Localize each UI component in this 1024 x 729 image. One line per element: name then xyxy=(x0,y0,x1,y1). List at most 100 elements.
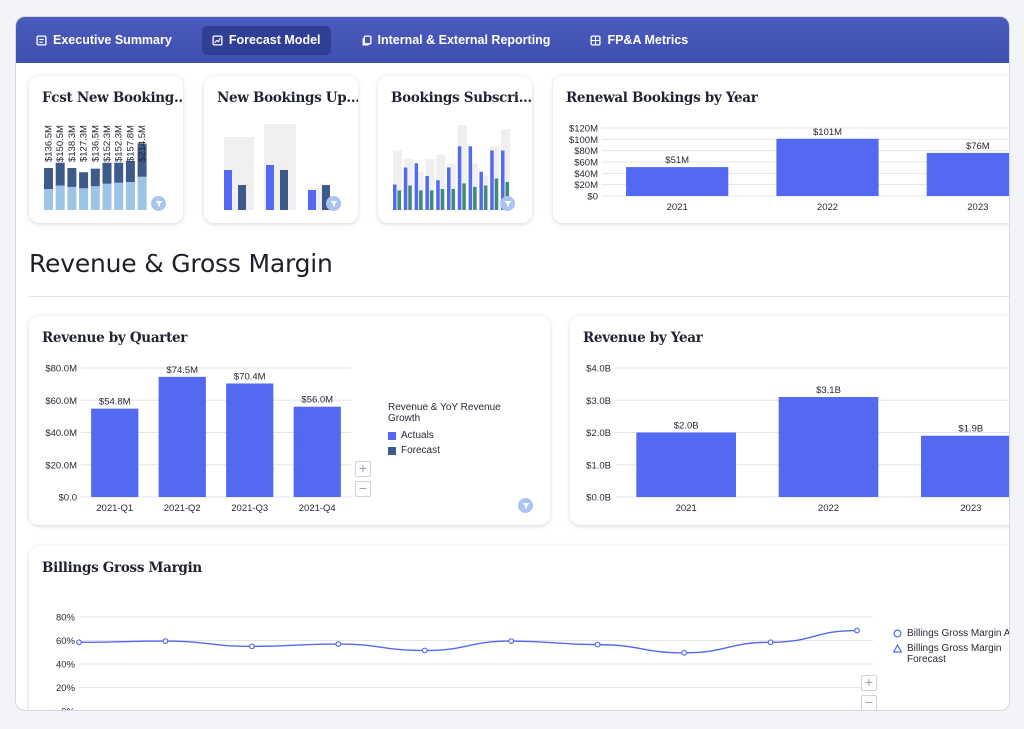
bar-segment-light xyxy=(137,176,147,210)
bar-secondary xyxy=(429,190,434,210)
card-bookings-subscription[interactable]: Bookings Subscri... xyxy=(378,76,532,223)
x-tick-label: 2021-Q2 xyxy=(164,503,201,514)
legend-label: Billings Gross Margin Ac xyxy=(907,628,1010,639)
bar-secondary xyxy=(397,190,401,210)
tab-executive-summary[interactable]: Executive Summary xyxy=(26,26,182,55)
data-point xyxy=(421,647,428,654)
x-tick-label: 2021-Q4 xyxy=(299,503,336,514)
y-tick-label: $1.0B xyxy=(586,460,611,471)
legend-item-forecast[interactable]: Forecast xyxy=(388,445,518,456)
filter-button[interactable] xyxy=(151,196,166,211)
y-tick-label: $60M xyxy=(574,158,598,169)
bar-value-label: $54.8M xyxy=(99,397,131,408)
card-title: New Bookings Up... xyxy=(217,90,358,106)
y-tick-label: $2.0B xyxy=(586,428,611,439)
tab-label: Executive Summary xyxy=(53,33,172,47)
bar-primary xyxy=(447,167,451,210)
legend-label: Actuals xyxy=(401,430,434,441)
legend-swatch xyxy=(388,447,396,455)
card-title: Billings Gross Margin xyxy=(42,560,202,576)
bar-segment-dark xyxy=(90,168,100,187)
card-new-bookings-up[interactable]: New Bookings Up... xyxy=(204,76,358,223)
data-point xyxy=(508,638,515,644)
y-tick-label: $0.0B xyxy=(586,493,611,504)
zoom-out-button[interactable]: − xyxy=(861,695,877,710)
y-tick-label: $60.0M xyxy=(45,396,77,407)
tab-internal-external-reporting[interactable]: Internal & External Reporting xyxy=(351,26,561,55)
bar-value-label: $1.9B xyxy=(958,424,983,435)
bar-primary xyxy=(425,176,429,210)
bar-value-label: $51M xyxy=(665,155,689,166)
bar-segment-light xyxy=(114,182,124,210)
background-bar xyxy=(479,176,489,210)
card-revenue-by-year[interactable]: Revenue by Year $0.0B $1.0B $2.0B $3.0B $4.0… xyxy=(570,316,1009,525)
bar-value-label: $101M xyxy=(813,127,842,138)
bar-secondary xyxy=(494,178,499,210)
data-point xyxy=(335,641,342,647)
filter-button[interactable] xyxy=(518,498,533,513)
zoom-out-button[interactable]: − xyxy=(355,481,371,497)
bar-secondary xyxy=(473,186,477,210)
series-line xyxy=(78,629,858,654)
background-bar xyxy=(501,129,510,210)
data-point xyxy=(854,627,860,634)
bar xyxy=(308,190,316,210)
x-tick-label: 2023 xyxy=(960,503,981,514)
card-fcst-new-bookings[interactable]: Fcst New Booking... $136.5M $150.5M $138.3… xyxy=(29,76,183,223)
section-divider xyxy=(29,296,1009,297)
bar-value-label: $138.3M xyxy=(67,125,78,162)
bar-value-label: $136.5M xyxy=(90,125,101,162)
y-tick-label: $20.0M xyxy=(45,460,77,471)
copy-icon xyxy=(362,34,372,46)
card-title: Revenue by Quarter xyxy=(42,330,188,346)
x-tick-label: 2021-Q3 xyxy=(231,503,268,514)
y-tick-label: 40% xyxy=(56,660,76,671)
filter-button[interactable] xyxy=(500,196,515,211)
bar-secondary xyxy=(483,185,488,210)
bar-segment-dark xyxy=(55,162,65,186)
top-nav: Executive Summary Forecast Model Interna… xyxy=(16,17,1009,63)
background-bar xyxy=(490,146,500,210)
bar-segment-dark xyxy=(125,161,135,182)
y-tick-label: 0% xyxy=(61,707,75,712)
card-billings-gross-margin[interactable]: Billings Gross Margin 0%20%40%60%80%2021… xyxy=(29,546,1010,712)
revenue-by-quarter-chart: $0.0 $20.0M $40.0M $60.0M $80.0M $54.8M 2021-Q… xyxy=(45,364,351,514)
bar xyxy=(776,138,879,196)
legend-item-actuals[interactable]: Billings Gross Margin Ac xyxy=(893,628,1010,639)
x-tick-label: 2022 xyxy=(818,503,839,514)
filter-button[interactable] xyxy=(326,196,341,211)
circle-marker-icon xyxy=(893,629,902,638)
background-bar xyxy=(393,150,402,210)
bar-primary xyxy=(490,150,494,210)
data-point xyxy=(76,639,82,646)
x-tick-label: 2021 xyxy=(667,202,688,213)
bar xyxy=(926,152,1009,196)
bar-segment-dark xyxy=(67,168,77,187)
zoom-in-button[interactable]: + xyxy=(355,461,371,477)
legend-item-actuals[interactable]: Actuals xyxy=(388,430,518,441)
background-bar xyxy=(447,163,456,210)
bar xyxy=(778,397,879,497)
background-bar xyxy=(403,159,413,210)
y-tick-label: $120M xyxy=(569,124,598,135)
data-point xyxy=(594,641,601,648)
bar-value-label: $3.1B xyxy=(816,385,841,396)
tab-forecast-model[interactable]: Forecast Model xyxy=(201,25,331,55)
legend: Revenue & YoY Revenue Growth Actuals For… xyxy=(388,402,518,460)
zoom-in-button[interactable]: + xyxy=(861,675,877,691)
legend-label: Billings Gross Margin Forecast xyxy=(907,643,1002,665)
background-bar xyxy=(436,154,446,210)
y-tick-label: $40.0M xyxy=(45,428,77,439)
grid-icon xyxy=(590,34,602,46)
bar-segment-dark xyxy=(137,143,147,177)
bar xyxy=(280,170,288,210)
background-bar xyxy=(468,163,478,210)
card-revenue-by-quarter[interactable]: Revenue by Quarter $0.0 $20.0M $40.0M $60.0… xyxy=(29,316,550,525)
card-renewal-bookings-by-year[interactable]: Renewal Bookings by Year $0 $20M $40M $60M $… xyxy=(553,76,1009,223)
bar-primary xyxy=(436,180,440,210)
legend-item-forecast[interactable]: Billings Gross Margin Forecast xyxy=(893,643,1009,665)
y-tick-label: 80% xyxy=(56,613,76,624)
filter-icon xyxy=(522,502,529,509)
bookings-subscription-chart xyxy=(393,125,510,210)
tab-fpa-metrics[interactable]: FP&A Metrics xyxy=(580,26,698,55)
